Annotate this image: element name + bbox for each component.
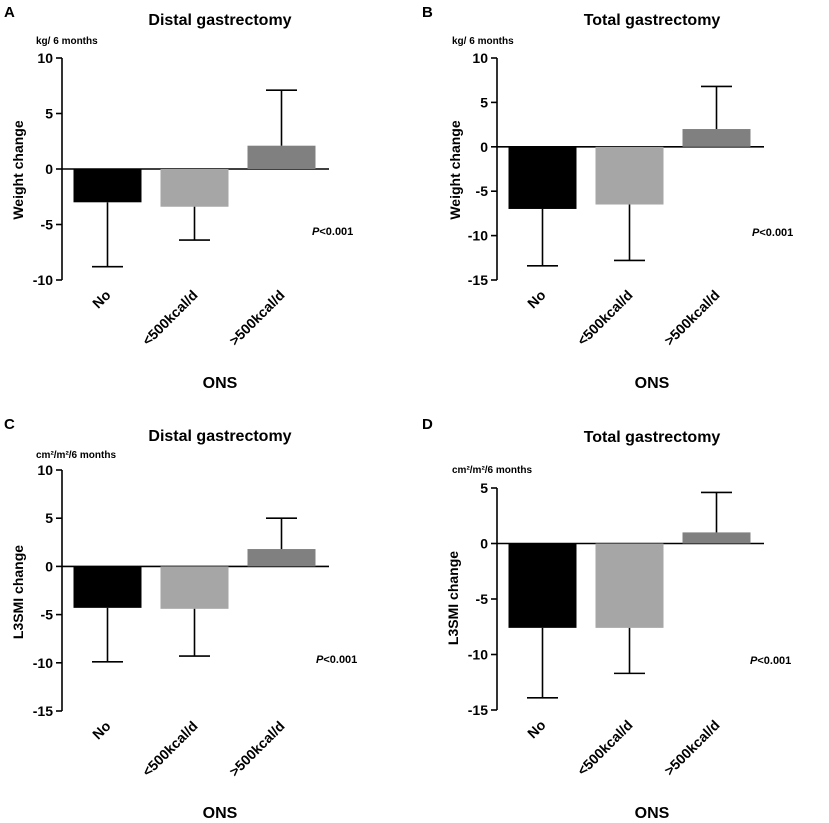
- panel-c-category-label-gt500kcal-d: >500kcal/d: [226, 718, 288, 780]
- panel-a-y-tick-label: 10: [37, 50, 53, 66]
- panel-a-p-value: P<0.001: [312, 226, 353, 238]
- panel-a-unit: kg/ 6 months: [36, 36, 98, 47]
- panel-c-y-tick-label: 5: [45, 510, 53, 526]
- panel-d-p-value: P<0.001: [750, 655, 791, 667]
- panel-a-plot: 10 5 0 -5 -10 No <500kcal/d >500kcal/d: [33, 50, 329, 348]
- panel-b: B Total gastrectomy kg/ 6 months Weight …: [422, 4, 793, 392]
- panel-b-p-value: P<0.001: [752, 227, 793, 239]
- panel-c-bar-lt500kcal-d: [160, 566, 229, 609]
- panel-b-x-axis-title: ONS: [635, 375, 670, 392]
- panel-c-y-tick-label: 0: [45, 558, 53, 574]
- panel-a-y-tick-label: -10: [33, 272, 53, 288]
- panel-c-unit: cm²/m²/6 months: [36, 450, 116, 461]
- panel-a-x-axis-title: ONS: [203, 375, 238, 392]
- panel-c-plot: 10 5 0 -5 -10 -15 No <500kcal/d >500kcal/d: [33, 462, 329, 779]
- panel-d-letter: D: [422, 416, 433, 433]
- panel-c-y-tick-label: -5: [41, 607, 54, 623]
- panel-b-category-label-no: No: [524, 287, 549, 312]
- panel-b-unit: kg/ 6 months: [452, 36, 514, 47]
- panel-d-y-tick-label: 5: [480, 480, 488, 496]
- panel-d-bar-gt500kcal-d: [682, 532, 751, 544]
- panel-a-letter: A: [4, 4, 15, 21]
- panel-d-unit: cm²/m²/6 months: [452, 465, 532, 476]
- panel-d-y-tick-label: -10: [468, 647, 488, 663]
- panel-b-title: Total gastrectomy: [584, 12, 721, 29]
- panel-c-p-value: P<0.001: [316, 654, 357, 666]
- panel-a-y-tick-label: 5: [45, 106, 53, 122]
- panel-b-y-tick-label: 10: [472, 50, 488, 66]
- panel-a-category-label-gt500kcal-d: >500kcal/d: [226, 287, 288, 349]
- panel-a-title: Distal gastrectomy: [148, 12, 291, 29]
- panel-b-category-label-lt500kcal-d: <500kcal/d: [574, 287, 636, 349]
- panel-c-bar-gt500kcal-d: [247, 549, 316, 567]
- panel-b-y-tick-label: -10: [468, 228, 488, 244]
- panel-c-title: Distal gastrectomy: [148, 428, 291, 445]
- panel-a-y-axis-label: Weight change: [10, 120, 26, 220]
- panel-c-y-axis-label: L3SMI change: [10, 545, 26, 639]
- panel-d-category-label-lt500kcal-d: <500kcal/d: [574, 717, 636, 779]
- panel-b-bar-no: [508, 146, 577, 209]
- panel-d-y-tick-label: 0: [480, 536, 488, 552]
- panel-d-y-tick-label: -5: [476, 591, 489, 607]
- panel-b-y-tick-label: -15: [468, 272, 488, 288]
- panel-a-y-tick-label: -5: [41, 217, 54, 233]
- panel-c: C Distal gastrectomy cm²/m²/6 months L3S…: [4, 416, 357, 822]
- panel-a-category-label-no: No: [89, 287, 114, 312]
- panel-d-category-label-no: No: [524, 717, 549, 742]
- panel-a-y-tick-label: 0: [45, 161, 53, 177]
- panel-d-bar-lt500kcal-d: [595, 543, 664, 628]
- panel-b-y-axis-label: Weight change: [447, 120, 463, 220]
- panel-a-bar-lt500kcal-d: [160, 169, 229, 207]
- panel-b-plot: 10 5 0 -5 -10 -15 No <500kcal/d >500kcal/d: [468, 50, 764, 348]
- panel-c-y-tick-label: 10: [37, 462, 53, 478]
- panel-b-letter: B: [422, 4, 433, 21]
- panel-a-category-label-lt500kcal-d: <500kcal/d: [139, 287, 201, 349]
- panel-b-y-tick-label: 5: [480, 94, 488, 110]
- panel-b-y-tick-label: -5: [476, 183, 489, 199]
- panel-b-category-label-gt500kcal-d: >500kcal/d: [661, 287, 723, 349]
- panel-d-y-axis-label: L3SMI change: [445, 551, 461, 645]
- panel-d: D Total gastrectomy cm²/m²/6 months L3SM…: [422, 416, 791, 822]
- panel-c-category-label-lt500kcal-d: <500kcal/d: [139, 718, 201, 780]
- panel-a-bar-gt500kcal-d: [247, 145, 316, 169]
- panel-c-y-tick-label: -10: [33, 655, 53, 671]
- panel-d-category-label-gt500kcal-d: >500kcal/d: [661, 717, 723, 779]
- panel-d-y-tick-label: -15: [468, 702, 488, 718]
- panel-a-bar-no: [73, 169, 142, 203]
- panel-d-bar-no: [508, 543, 577, 628]
- panel-d-x-axis-title: ONS: [635, 805, 670, 822]
- panel-b-bar-lt500kcal-d: [595, 146, 664, 205]
- panel-c-x-axis-title: ONS: [203, 805, 238, 822]
- panel-d-plot: 5 0 -5 -10 -15 No <500kcal/d >500kcal/d: [468, 480, 764, 778]
- panel-b-bar-gt500kcal-d: [682, 129, 751, 147]
- panel-c-bar-no: [73, 566, 142, 608]
- panel-c-category-label-no: No: [89, 718, 114, 743]
- panel-d-title: Total gastrectomy: [584, 429, 721, 446]
- panel-c-letter: C: [4, 416, 15, 433]
- panel-c-y-tick-label: -15: [33, 703, 53, 719]
- panel-a: A Distal gastrectomy kg/ 6 months Weight…: [4, 4, 353, 392]
- panel-b-y-tick-label: 0: [480, 139, 488, 155]
